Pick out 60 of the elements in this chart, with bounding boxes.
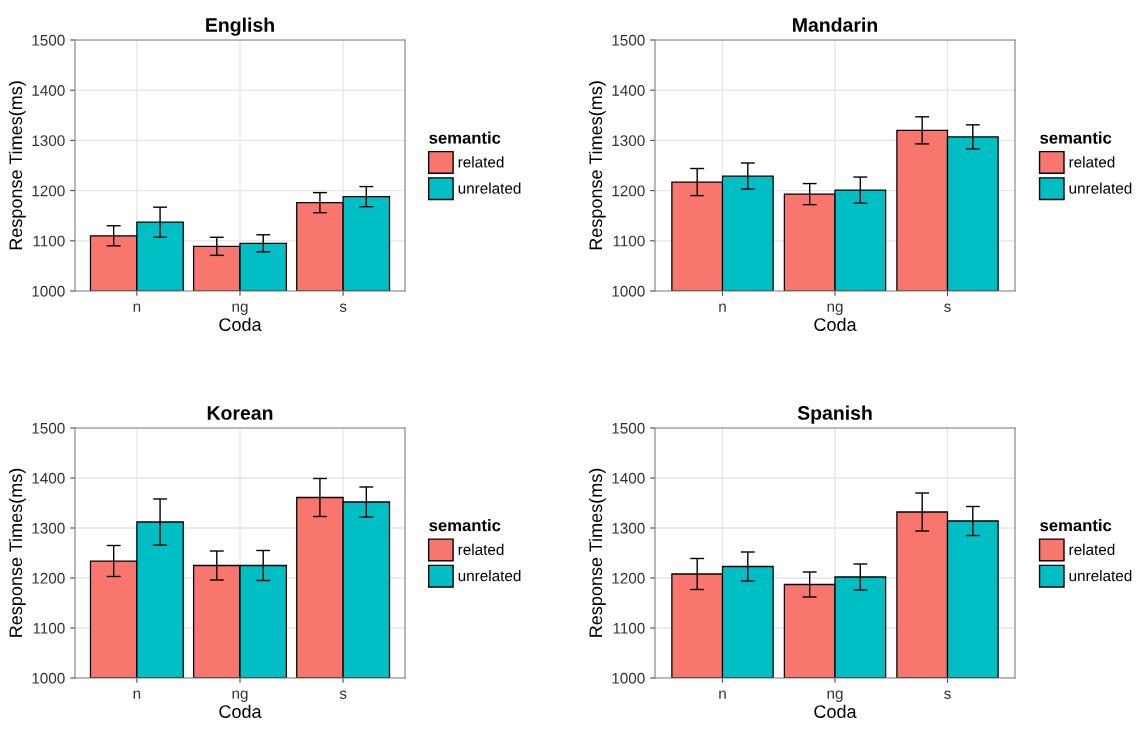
y-tick-label: 1300 <box>612 522 645 534</box>
legend-label: related <box>458 543 504 556</box>
x-tick-label: ng <box>232 303 248 315</box>
y-axis-title: Response Times(ms) <box>8 468 26 637</box>
y-tick-label: 1400 <box>612 472 645 484</box>
x-axis-title: Coda <box>814 317 857 331</box>
y-tick-label: 1100 <box>613 622 645 634</box>
x-tick-label: s <box>944 690 951 699</box>
x-tick-label: n <box>719 303 726 312</box>
x-tick-label: s <box>339 690 347 699</box>
chart-title: Spanish <box>797 405 872 424</box>
y-tick-label: 1000 <box>32 285 65 297</box>
y-tick-label: 1200 <box>612 572 645 584</box>
y-tick-label: 1500 <box>32 422 65 434</box>
x-tick-label: ng <box>827 303 843 315</box>
y-tick-label: 1300 <box>32 522 65 534</box>
y-tick-label: 1400 <box>32 472 65 484</box>
x-tick-label: ng <box>827 690 843 702</box>
y-tick-label: 1100 <box>33 235 65 247</box>
y-axis-title: Response Times(ms) <box>8 81 26 250</box>
legend-title: semantic <box>429 131 501 144</box>
x-tick-label: n <box>719 690 726 699</box>
y-tick-label: 1100 <box>33 622 65 634</box>
chart-title: Korean <box>207 406 273 420</box>
legend-title: semantic <box>1040 131 1112 144</box>
x-tick-label: s <box>339 303 347 312</box>
x-axis-title: Coda <box>814 704 857 718</box>
x-tick-label: n <box>133 303 141 312</box>
chart-title: English <box>206 17 274 36</box>
y-tick-label: 1400 <box>32 85 65 96</box>
y-tick-label: 1000 <box>612 285 645 297</box>
x-axis-title: Coda <box>219 317 262 331</box>
y-tick-label: 1000 <box>32 672 65 684</box>
y-tick-label: 1400 <box>612 85 645 96</box>
y-axis-title: Response Times(ms) <box>588 81 606 250</box>
legend-label: unrelated <box>458 182 521 194</box>
x-tick-label: n <box>133 690 141 699</box>
legend-title: semantic <box>429 519 501 532</box>
y-axis-title: Response Times(ms) <box>588 468 606 637</box>
x-tick-label: ng <box>232 690 248 702</box>
y-tick-label: 1500 <box>32 34 65 46</box>
legend-label: related <box>1069 156 1115 168</box>
legend-label: unrelated <box>1069 182 1132 194</box>
legend-label: unrelated <box>458 570 521 582</box>
legend-label: related <box>1069 543 1115 556</box>
legend-label: unrelated <box>1069 570 1132 582</box>
legend-title: semantic <box>1040 519 1112 532</box>
y-tick-label: 1500 <box>612 34 645 46</box>
y-tick-label: 1300 <box>612 135 645 147</box>
y-tick-label: 1500 <box>612 422 645 434</box>
y-tick-label: 1200 <box>32 185 65 197</box>
x-tick-label: s <box>944 303 951 312</box>
legend-label: related <box>458 156 504 168</box>
y-tick-label: 1000 <box>612 672 645 684</box>
y-tick-label: 1200 <box>612 185 645 197</box>
y-tick-label: 1200 <box>32 572 65 584</box>
chart-title: Mandarin <box>793 17 878 32</box>
y-tick-label: 1100 <box>613 235 645 247</box>
y-tick-label: 1300 <box>32 135 65 147</box>
x-axis-title: Coda <box>219 704 262 718</box>
